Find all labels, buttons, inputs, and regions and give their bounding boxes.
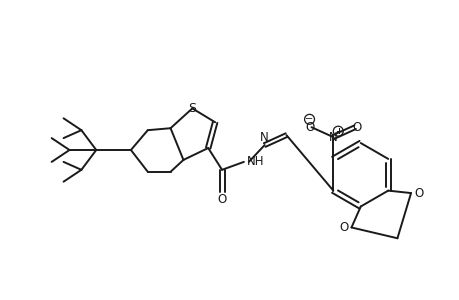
- Text: O: O: [338, 221, 347, 234]
- Text: +: +: [334, 127, 341, 136]
- Text: O: O: [352, 121, 361, 134]
- Text: −: −: [305, 114, 313, 124]
- Text: N: N: [260, 130, 269, 144]
- Text: O: O: [414, 187, 423, 200]
- Text: O: O: [217, 193, 226, 206]
- Text: O: O: [304, 121, 313, 134]
- Text: N: N: [328, 130, 337, 144]
- Text: NH: NH: [246, 155, 264, 168]
- Text: S: S: [188, 102, 196, 115]
